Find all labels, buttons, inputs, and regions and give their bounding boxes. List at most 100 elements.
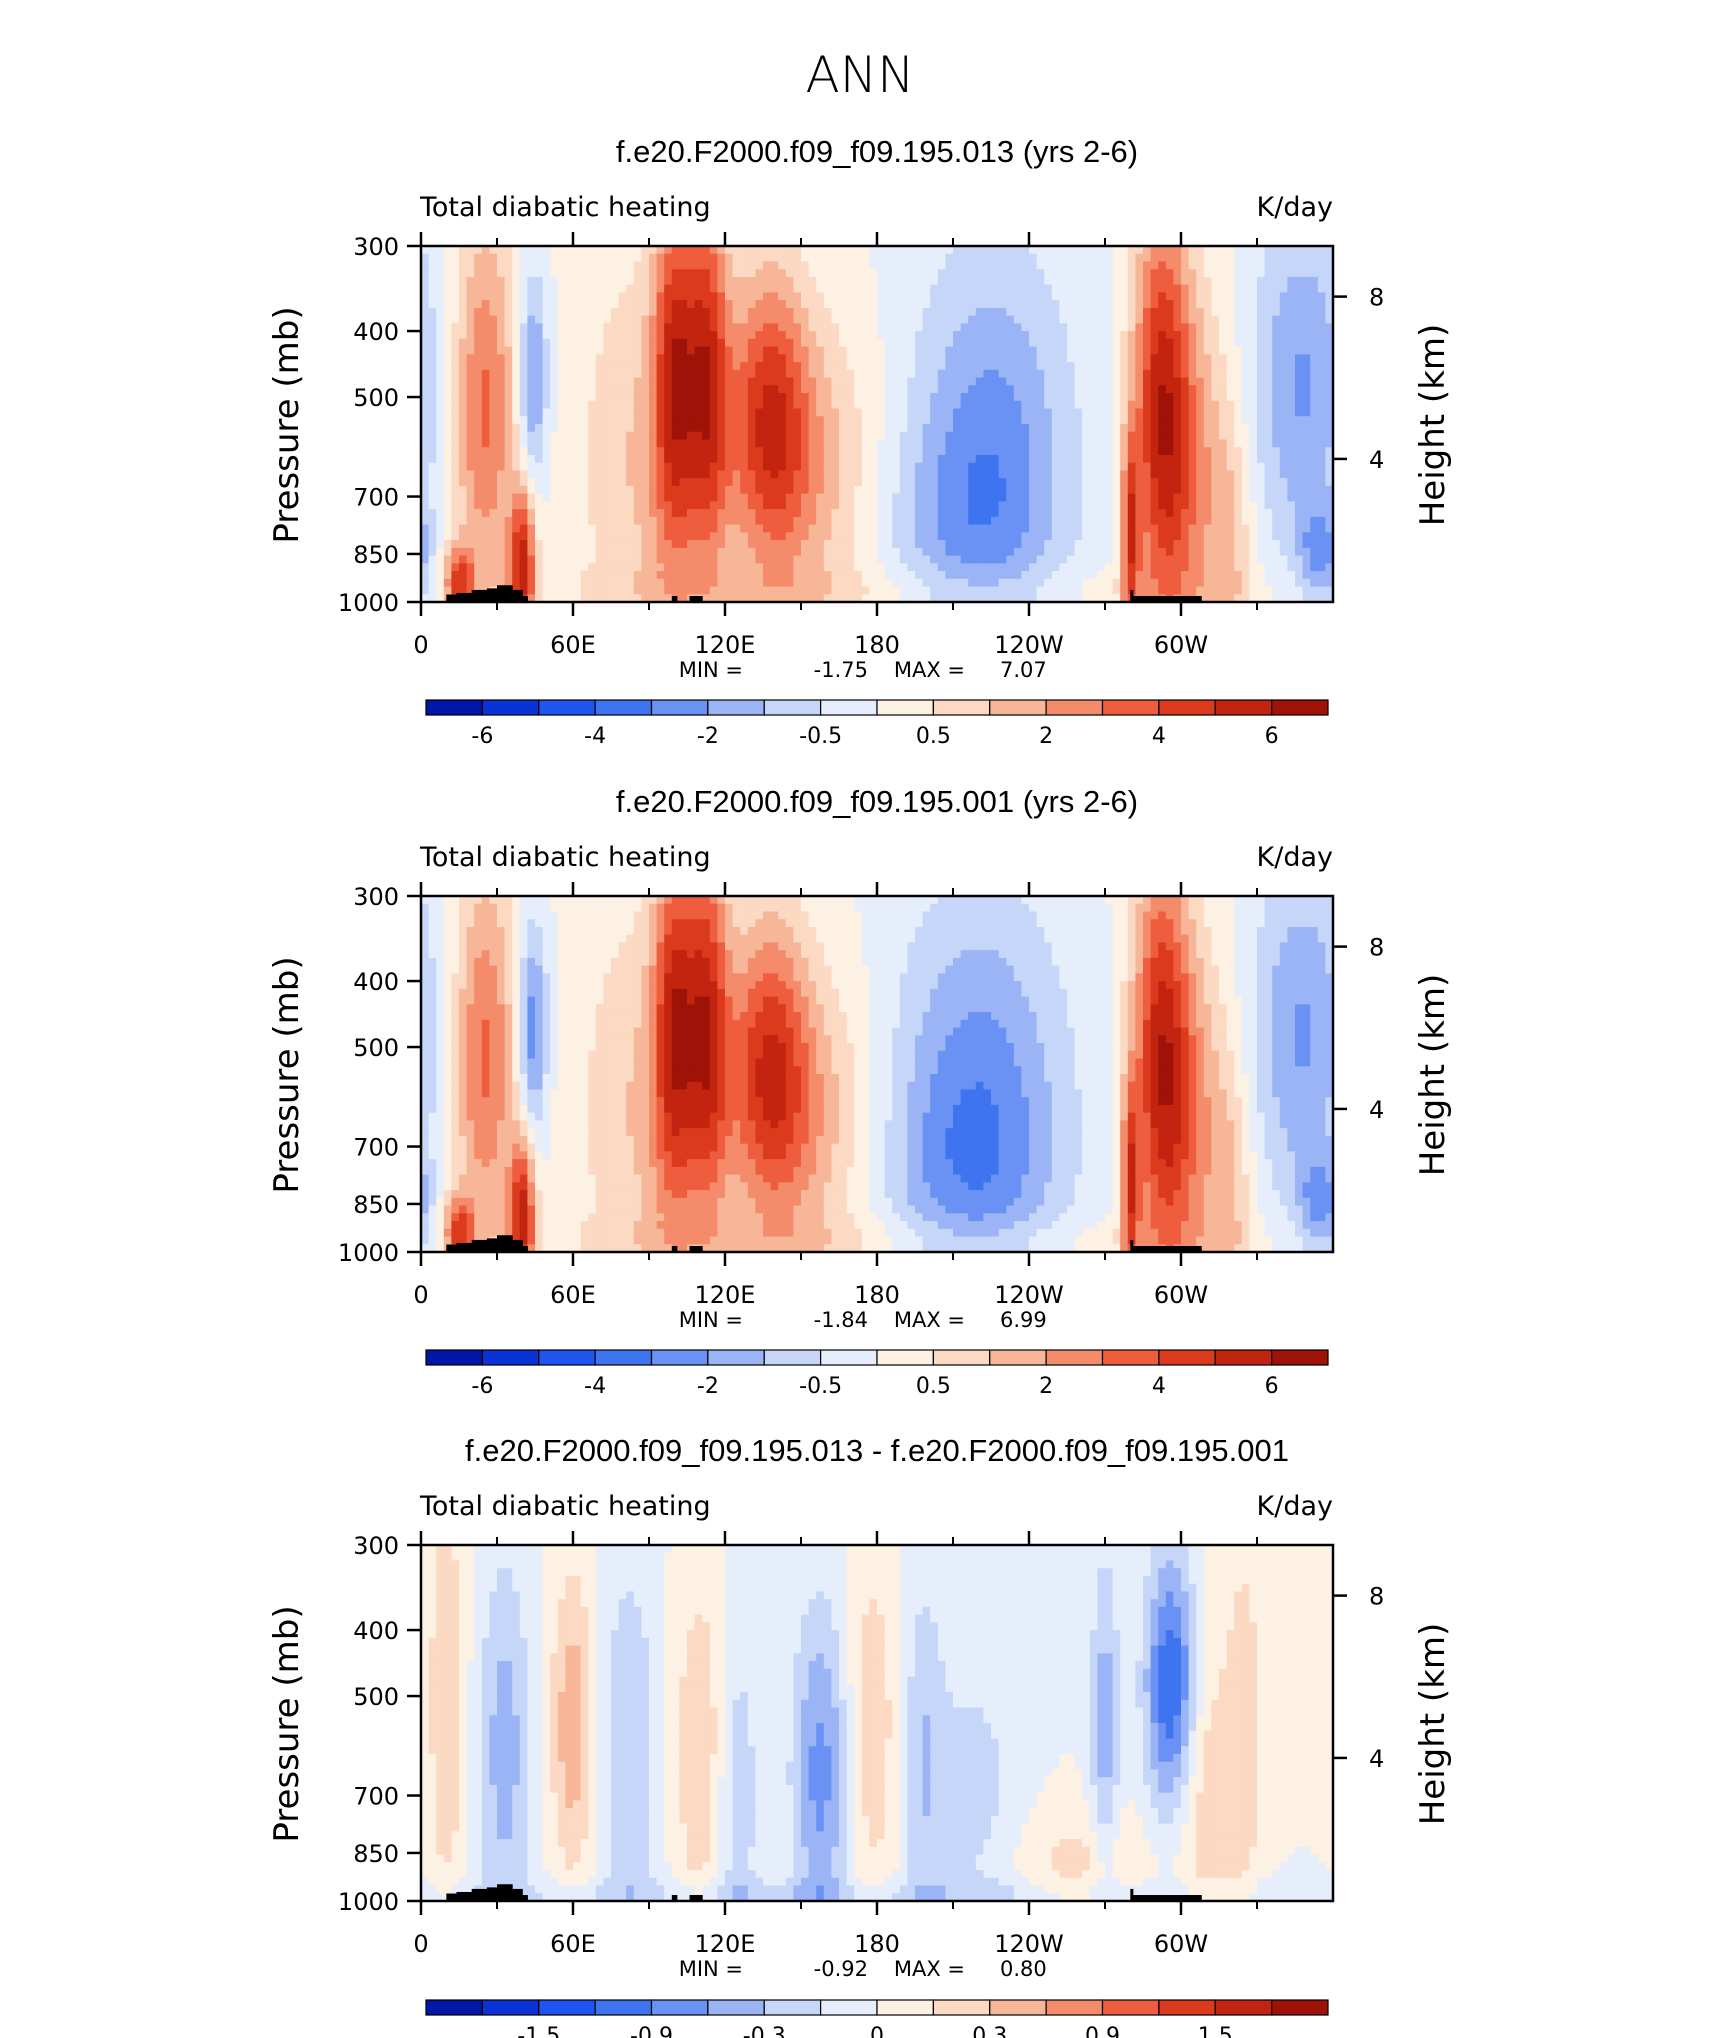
- field-cell: [1014, 447, 1022, 455]
- field-cell: [717, 478, 725, 486]
- field-cell: [1006, 424, 1014, 432]
- field-cell: [649, 509, 657, 517]
- field-cell: [885, 246, 893, 254]
- field-cell: [1059, 393, 1067, 401]
- field-cell: [611, 354, 619, 362]
- field-cell: [634, 246, 642, 254]
- field-cell: [1181, 401, 1189, 409]
- field-cell: [1234, 385, 1242, 393]
- field-cell: [1303, 532, 1311, 540]
- field-cell: [679, 501, 687, 509]
- field-cell: [1234, 401, 1242, 409]
- field-cell: [1097, 509, 1105, 517]
- field-cell: [1272, 261, 1280, 269]
- field-cell: [907, 261, 915, 269]
- field-cell: [1097, 556, 1105, 564]
- field-cell: [1135, 269, 1143, 277]
- field-cell: [429, 540, 437, 548]
- field-cell: [1227, 370, 1235, 378]
- field-cell: [1265, 424, 1273, 432]
- field-cell: [1075, 277, 1083, 285]
- field-cell: [619, 269, 627, 277]
- field-cell: [1128, 378, 1136, 386]
- field-cell: [520, 486, 528, 494]
- field-cell: [1120, 548, 1128, 556]
- field-cell: [991, 316, 999, 324]
- field-cell: [1204, 292, 1212, 300]
- field-cell: [702, 416, 710, 424]
- field-cell: [1181, 254, 1189, 262]
- field-cell: [474, 548, 482, 556]
- field-cell: [1265, 532, 1273, 540]
- field-cell: [1211, 370, 1219, 378]
- field-cell: [793, 509, 801, 517]
- field-cell: [611, 316, 619, 324]
- field-cell: [702, 393, 710, 401]
- field-cell: [1059, 292, 1067, 300]
- field-cell: [634, 277, 642, 285]
- field-cell: [1067, 532, 1075, 540]
- field-cell: [1029, 316, 1037, 324]
- field-cell: [1204, 401, 1212, 409]
- field-cell: [1120, 463, 1128, 471]
- field-cell: [664, 494, 672, 502]
- field-cell: [862, 292, 870, 300]
- field-cell: [550, 455, 558, 463]
- field-cell: [649, 277, 657, 285]
- field-cell: [520, 540, 528, 548]
- field-cell: [1128, 285, 1136, 293]
- field-cell: [543, 501, 551, 509]
- field-cell: [771, 261, 779, 269]
- field-cell: [923, 447, 931, 455]
- field-cell: [1204, 540, 1212, 548]
- field-cell: [1310, 316, 1318, 324]
- field-cell: [436, 416, 444, 424]
- field-cell: [733, 331, 741, 339]
- field-cell: [626, 424, 634, 432]
- field-cell: [1173, 362, 1181, 370]
- field-cell: [1204, 347, 1212, 355]
- field-cell: [907, 517, 915, 525]
- field-cell: [596, 540, 604, 548]
- field-cell: [467, 517, 475, 525]
- field-cell: [938, 277, 946, 285]
- field-cell: [588, 362, 596, 370]
- field-cell: [505, 339, 513, 347]
- field-cell: [535, 540, 543, 548]
- field-cell: [892, 246, 900, 254]
- field-cell: [497, 556, 505, 564]
- field-cell: [702, 354, 710, 362]
- field-cell: [1280, 525, 1288, 533]
- field-cell: [809, 494, 817, 502]
- field-cell: [740, 556, 748, 564]
- field-cell: [1158, 292, 1166, 300]
- field-cell: [1097, 532, 1105, 540]
- field-cell: [1318, 308, 1326, 316]
- field-cell: [854, 246, 862, 254]
- field-cell: [649, 432, 657, 440]
- field-cell: [839, 424, 847, 432]
- field-cell: [1166, 424, 1174, 432]
- field-cell: [550, 517, 558, 525]
- field-cell: [968, 532, 976, 540]
- field-cell: [619, 354, 627, 362]
- field-cell: [1143, 378, 1151, 386]
- field-cell: [1318, 501, 1326, 509]
- field-cell: [839, 563, 847, 571]
- field-cell: [664, 563, 672, 571]
- field-cell: [1249, 378, 1257, 386]
- field-cell: [1052, 525, 1060, 533]
- field-cell: [1280, 470, 1288, 478]
- field-cell: [1196, 393, 1204, 401]
- field-cell: [565, 401, 573, 409]
- field-cell: [968, 447, 976, 455]
- field-cell: [1227, 277, 1235, 285]
- field-cell: [649, 439, 657, 447]
- field-cell: [672, 486, 680, 494]
- field-cell: [581, 424, 589, 432]
- field-cell: [1219, 455, 1227, 463]
- field-cell: [877, 354, 885, 362]
- field-cell: [892, 308, 900, 316]
- field-cell: [649, 401, 657, 409]
- field-cell: [641, 494, 649, 502]
